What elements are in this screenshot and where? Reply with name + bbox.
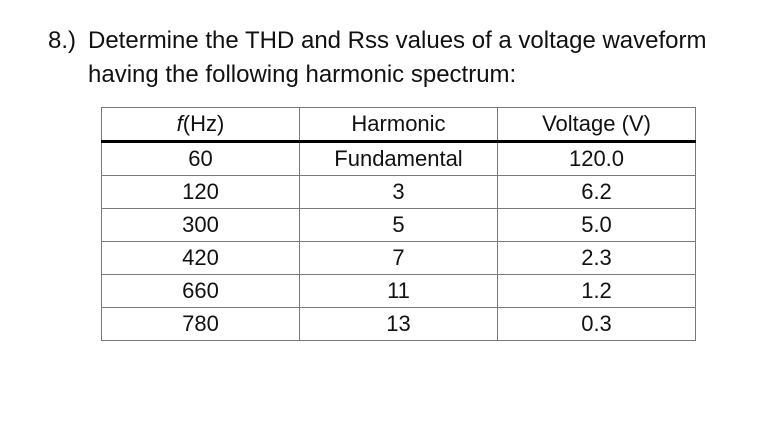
cell-harmonic: 3 (299, 175, 498, 209)
cell-harmonic: 11 (299, 274, 498, 308)
cell-voltage: 2.3 (497, 241, 696, 275)
frequency-symbol: f (176, 111, 183, 136)
table-row: 60 Fundamental 120.0 (101, 141, 696, 176)
question-line-2: having the following harmonic spectrum: (88, 61, 517, 88)
question-number: 8.) (48, 27, 77, 54)
cell-harmonic: 7 (299, 241, 498, 275)
table-row: 300 5 5.0 (101, 208, 696, 242)
cell-frequency: 60 (101, 141, 300, 176)
table-header-row: f(Hz) Harmonic Voltage (V) (101, 107, 696, 143)
cell-voltage: 1.2 (497, 274, 696, 308)
header-frequency: f(Hz) (101, 107, 300, 143)
cell-voltage: 0.3 (497, 307, 696, 341)
header-voltage: Voltage (V) (497, 107, 696, 143)
frequency-unit: (Hz) (182, 111, 225, 136)
cell-harmonic: Fundamental (299, 141, 498, 176)
question-line-1: Determine the THD and Rss values of a vo… (88, 27, 707, 54)
table-row: 420 7 2.3 (101, 241, 696, 275)
cell-frequency: 300 (101, 208, 300, 242)
cell-harmonic: 13 (299, 307, 498, 341)
question-text: 8.) Determine the THD and Rss values of a… (48, 24, 748, 92)
cell-voltage: 5.0 (497, 208, 696, 242)
table-row: 120 3 6.2 (101, 175, 696, 209)
table-row: 660 11 1.2 (101, 274, 696, 308)
cell-harmonic: 5 (299, 208, 498, 242)
cell-frequency: 420 (101, 241, 300, 275)
cell-voltage: 120.0 (497, 141, 696, 176)
table-row: 780 13 0.3 (101, 307, 696, 341)
cell-frequency: 120 (101, 175, 300, 209)
table-body: 60 Fundamental 120.0 120 3 6.2 300 5 5.0 420 7 2.3 6… (101, 141, 696, 341)
cell-voltage: 6.2 (497, 175, 696, 209)
cell-frequency: 660 (101, 274, 300, 308)
harmonic-spectrum-table: f(Hz) Harmonic Voltage (V) 60 Fundamental… (101, 107, 696, 341)
cell-frequency: 780 (101, 307, 300, 341)
header-harmonic: Harmonic (299, 107, 498, 143)
